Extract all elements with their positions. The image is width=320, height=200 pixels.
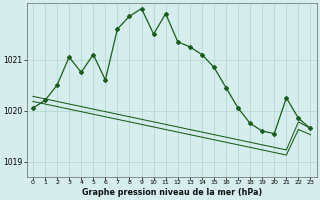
- X-axis label: Graphe pression niveau de la mer (hPa): Graphe pression niveau de la mer (hPa): [82, 188, 262, 197]
